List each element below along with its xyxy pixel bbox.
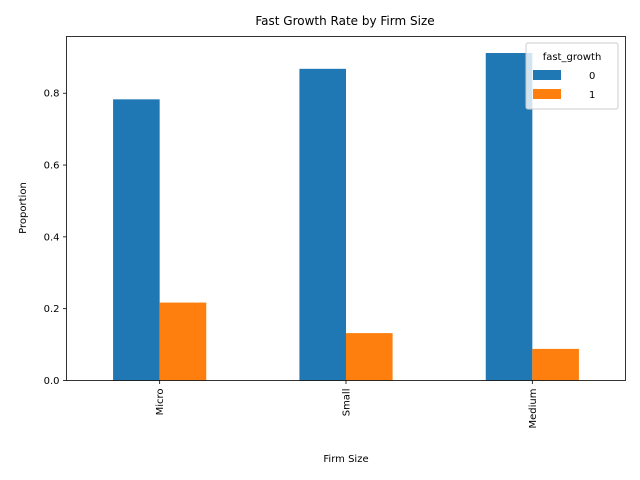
bar-medium-series-1: [532, 348, 579, 381]
x-tick-label-micro: Micro: [155, 389, 166, 416]
x-tick-label-small: Small: [342, 389, 353, 417]
bar-medium-series-0: [485, 53, 533, 381]
bars-group: [113, 53, 579, 381]
bar-small-series-1: [346, 333, 393, 381]
y-tick-label: 0.2: [44, 304, 60, 315]
legend: fast_growth 0 1: [525, 42, 619, 110]
chart-title: Fast Growth Rate by Firm Size: [255, 14, 434, 28]
y-tick-label: 0.6: [44, 161, 60, 172]
y-tick-label: 0.0: [44, 376, 60, 387]
legend-title: fast_growth: [543, 52, 602, 63]
legend-label-series-0: 0: [589, 71, 595, 82]
y-tick-label: 0.4: [44, 232, 60, 243]
bar-micro-series-0: [113, 99, 160, 381]
x-axis-ticks: Micro Small Medium: [155, 380, 539, 429]
legend-swatch-series-0: [533, 70, 561, 80]
bar-small-series-0: [299, 68, 346, 381]
x-tick-label-medium: Medium: [528, 389, 539, 429]
y-tick-label: 0.8: [44, 89, 60, 100]
legend-swatch-series-1: [533, 89, 561, 99]
bar-micro-series-1: [159, 302, 207, 381]
y-axis-ticks: 0.0 0.2 0.4 0.6 0.8: [44, 89, 67, 387]
legend-label-series-1: 1: [589, 90, 595, 101]
x-axis-label: Firm Size: [323, 454, 368, 465]
y-axis-label: Proportion: [18, 182, 29, 234]
